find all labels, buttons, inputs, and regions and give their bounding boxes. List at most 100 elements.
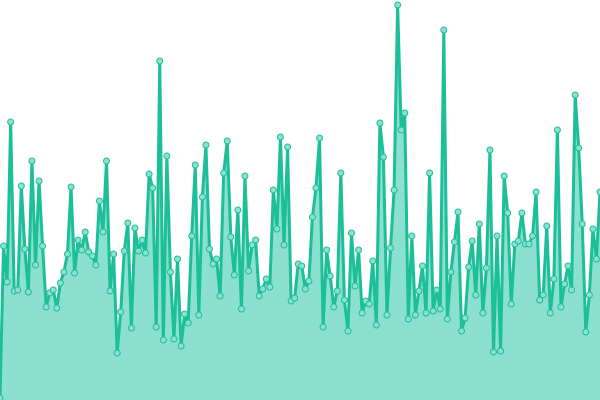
data-point	[582, 328, 590, 336]
data-point	[365, 300, 373, 308]
data-point	[316, 134, 324, 142]
data-point	[234, 206, 242, 214]
data-point	[319, 323, 327, 331]
data-point	[422, 309, 430, 317]
data-point	[465, 263, 473, 271]
data-point	[113, 349, 121, 357]
data-point	[518, 209, 526, 217]
data-point	[557, 303, 565, 311]
data-point	[298, 262, 306, 270]
data-point	[454, 208, 462, 216]
data-point	[369, 257, 377, 265]
data-point	[333, 287, 341, 295]
data-point	[195, 311, 203, 319]
data-point	[489, 348, 497, 356]
data-point	[585, 291, 593, 299]
data-point	[404, 315, 412, 323]
data-point	[21, 245, 29, 253]
data-point	[88, 252, 96, 260]
data-point	[493, 232, 501, 240]
data-point	[514, 237, 522, 245]
data-point	[475, 220, 483, 228]
data-point	[262, 275, 270, 283]
data-point	[103, 157, 111, 165]
data-point	[592, 255, 600, 263]
data-point	[220, 169, 228, 177]
data-point	[305, 277, 313, 285]
data-point	[472, 291, 480, 299]
data-point	[546, 309, 554, 317]
data-point	[53, 304, 61, 312]
data-point	[525, 240, 533, 248]
data-point	[397, 126, 405, 134]
data-point	[269, 186, 277, 194]
data-point	[344, 327, 352, 335]
data-point	[273, 225, 281, 233]
data-point	[202, 141, 210, 149]
data-point	[529, 232, 537, 240]
data-point	[426, 169, 434, 177]
data-point	[458, 327, 466, 335]
data-point	[280, 241, 288, 249]
data-point	[418, 262, 426, 270]
data-point	[326, 272, 334, 280]
data-point	[191, 161, 199, 169]
data-point	[237, 305, 245, 313]
data-point	[276, 133, 284, 141]
data-point	[337, 169, 345, 177]
data-point	[117, 308, 125, 316]
data-point	[198, 193, 206, 201]
data-point	[216, 292, 224, 300]
data-point	[440, 26, 448, 34]
data-point	[209, 260, 217, 268]
area-fill	[0, 5, 600, 400]
data-point	[504, 209, 512, 217]
data-point	[99, 228, 107, 236]
data-point	[156, 57, 164, 65]
data-point	[568, 286, 576, 294]
data-point	[358, 309, 366, 317]
data-point	[56, 279, 64, 287]
data-point	[106, 287, 114, 295]
data-point	[35, 177, 43, 185]
data-point	[482, 264, 490, 272]
data-point	[131, 224, 139, 232]
data-point	[159, 336, 167, 344]
data-point	[532, 188, 540, 196]
data-point	[39, 242, 47, 250]
data-point	[24, 288, 32, 296]
data-point	[78, 246, 86, 254]
data-point	[284, 143, 292, 151]
data-point	[372, 321, 380, 329]
data-point	[74, 236, 82, 244]
data-point	[497, 347, 505, 355]
data-point	[408, 232, 416, 240]
data-point	[170, 335, 178, 343]
data-point	[376, 119, 384, 127]
data-point	[450, 238, 458, 246]
data-point	[536, 296, 544, 304]
data-point	[152, 323, 160, 331]
data-point	[138, 236, 146, 244]
data-point	[174, 255, 182, 263]
data-point	[347, 229, 355, 237]
data-point	[447, 268, 455, 276]
data-point	[142, 249, 150, 257]
data-point	[124, 219, 132, 227]
data-point	[60, 268, 68, 276]
data-point	[163, 152, 171, 160]
data-point	[575, 144, 583, 152]
data-point	[479, 309, 487, 317]
data-point	[564, 262, 572, 270]
data-point	[127, 324, 135, 332]
data-point	[596, 188, 600, 196]
data-point	[177, 342, 185, 350]
data-point	[461, 314, 469, 322]
data-point	[340, 296, 348, 304]
data-point	[32, 261, 40, 269]
data-point	[28, 157, 36, 165]
data-point	[308, 213, 316, 221]
data-point	[188, 232, 196, 240]
